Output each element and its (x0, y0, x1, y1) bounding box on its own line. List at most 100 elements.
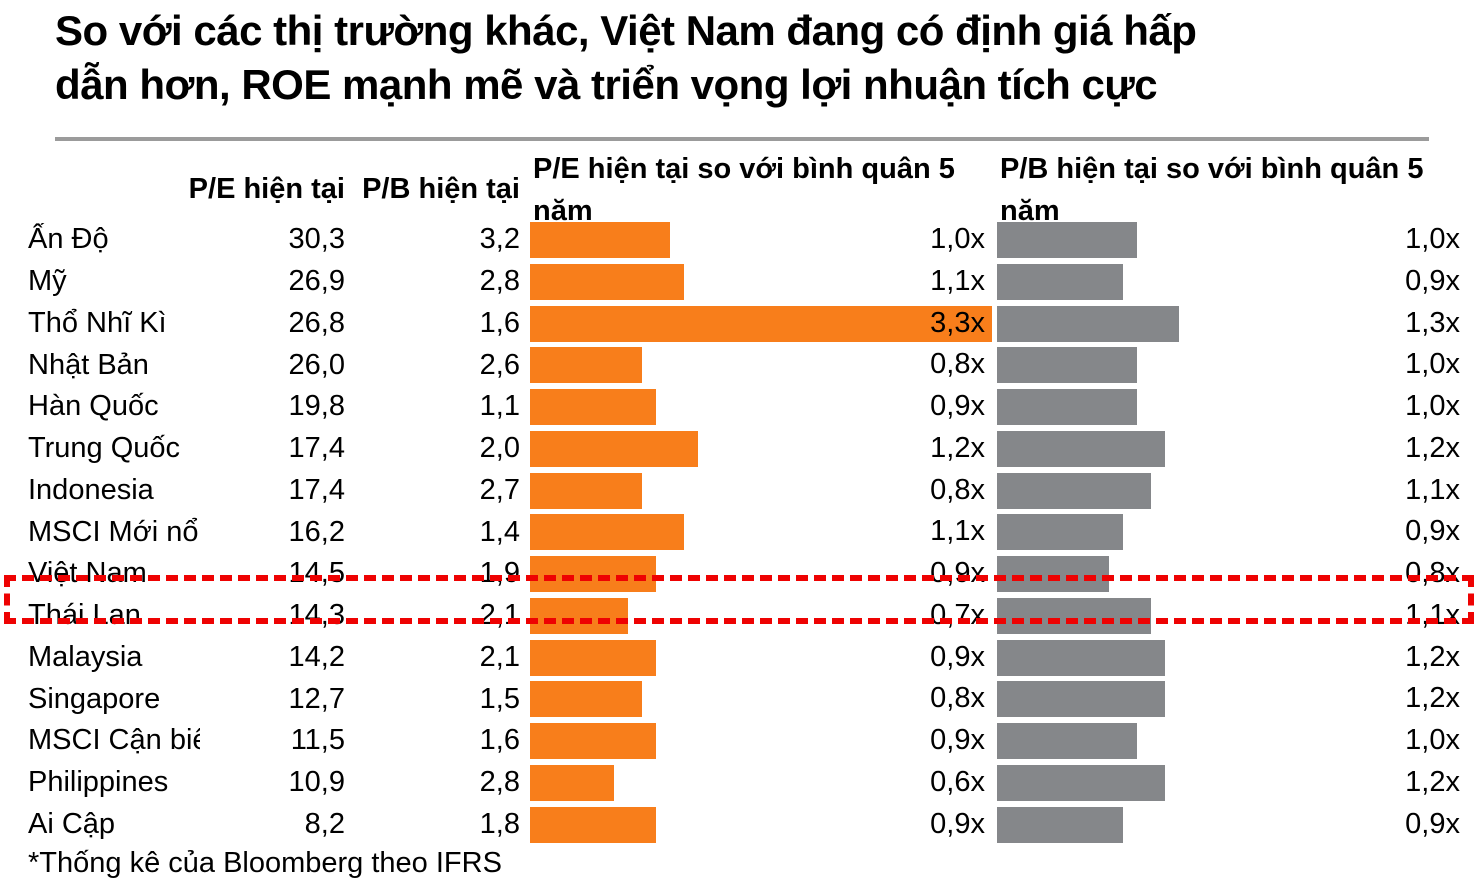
table-row: Thổ Nhĩ Kì 26,8 1,6 3,3x 1,3x (0, 303, 1484, 345)
pb-vs-5y-bar (997, 723, 1137, 759)
pb-vs-5y-value: 0,9x (1405, 515, 1460, 548)
pb-value: 2,7 (479, 473, 520, 506)
column-header-pb: P/B hiện tại (362, 173, 520, 205)
pe-vs-5y-bar-zone: 0,9x (530, 637, 990, 679)
table-row: Hàn Quốc 19,8 1,1 0,9x 1,0x (0, 386, 1484, 428)
market-label: Nhật Bản (28, 348, 149, 381)
pb-vs-5y-bar (997, 681, 1165, 718)
pe-vs-5y-bar (530, 681, 642, 718)
pe-value: 26,9 (288, 265, 345, 298)
pb-vs-5y-bar (997, 639, 1165, 676)
pb-value: 1,1 (479, 390, 520, 423)
pb-vs-5y-value: 0,9x (1405, 807, 1460, 840)
pe-vs-5y-value: 0,9x (930, 390, 985, 422)
pb-value: 1,6 (479, 306, 520, 339)
pe-value: 14,2 (288, 640, 345, 673)
pe-value: 11,5 (290, 724, 345, 757)
pb-vs-5y-bar-zone: 0,9x (990, 804, 1484, 846)
pb-vs-5y-value: 1,0x (1405, 724, 1460, 756)
market-label: Singapore (28, 682, 161, 715)
pe-vs-5y-bar (530, 806, 656, 843)
pb-vs-5y-bar (997, 430, 1165, 467)
pb-vs-5y-bar-zone: 0,9x (990, 261, 1484, 303)
pb-vs-5y-bar-zone: 1,2x (990, 637, 1484, 679)
pe-value: 17,4 (288, 473, 345, 506)
pb-vs-5y-bar (997, 263, 1123, 300)
pe-vs-5y-value: 1,2x (930, 431, 985, 464)
pe-value: 12,7 (288, 682, 345, 715)
pe-vs-5y-bar-zone: 0,9x (530, 720, 990, 762)
pe-vs-5y-bar (530, 597, 628, 634)
pb-vs-5y-value: 1,2x (1405, 682, 1460, 715)
pe-vs-5y-bar-zone: 0,8x (530, 470, 990, 512)
pb-vs-5y-bar-zone: 1,0x (990, 219, 1484, 261)
pe-vs-5y-value: 0,7x (930, 598, 985, 631)
pe-value: 17,4 (288, 432, 345, 465)
pe-vs-5y-bar (530, 556, 656, 592)
market-label: Trung Quốc (28, 432, 181, 465)
pe-vs-5y-value: 1,0x (930, 223, 985, 255)
pb-vs-5y-bar-zone: 1,2x (990, 678, 1484, 720)
pe-value: 30,3 (288, 223, 345, 256)
page-title: So với các thị trường khác, Việt Nam đan… (55, 7, 1197, 108)
pb-vs-5y-bar (997, 305, 1179, 342)
pe-vs-5y-bar (530, 305, 992, 342)
pb-vs-5y-value: 1,0x (1405, 390, 1460, 422)
market-label: Mỹ (28, 265, 67, 298)
pb-value: 3,2 (479, 223, 520, 256)
pe-value: 14,3 (288, 599, 345, 632)
pe-vs-5y-value: 0,9x (930, 640, 985, 673)
pe-vs-5y-value: 0,9x (930, 557, 985, 589)
pe-value: 26,8 (288, 306, 345, 339)
pb-vs-5y-bar-zone: 0,8x (990, 553, 1484, 595)
table-row: Thái Lan 14,3 2,1 0,7x 1,1x (0, 595, 1484, 637)
pb-vs-5y-bar-zone: 1,0x (990, 344, 1484, 386)
pe-vs-5y-bar (530, 263, 684, 300)
pe-vs-5y-value: 0,9x (930, 807, 985, 840)
market-label: Indonesia (28, 473, 154, 506)
pe-vs-5y-bar (530, 639, 656, 676)
pe-value: 26,0 (288, 348, 345, 381)
pe-vs-5y-bar (530, 764, 614, 801)
table-row: Philippines 10,9 2,8 0,6x 1,2x (0, 762, 1484, 804)
market-label: Ai Cập (28, 807, 116, 840)
market-label: Việt Nam (28, 557, 147, 590)
pe-vs-5y-value: 1,1x (930, 515, 985, 548)
pb-vs-5y-value: 1,2x (1405, 431, 1460, 464)
pe-vs-5y-value: 0,9x (930, 724, 985, 756)
table-row: MSCI Mới nổi 16,2 1,4 1,1x 0,9x (0, 511, 1484, 553)
pe-vs-5y-bar-zone: 0,8x (530, 344, 990, 386)
pe-value: 19,8 (288, 390, 345, 423)
pb-value: 1,9 (479, 557, 520, 590)
pe-vs-5y-bar (530, 347, 642, 384)
market-rows: Ấn Độ 30,3 3,2 1,0x 1,0x Mỹ 26,9 2,8 1,1… (0, 219, 1484, 845)
table-row: Singapore 12,7 1,5 0,8x 1,2x (0, 678, 1484, 720)
table-row: Ai Cập 8,2 1,8 0,9x 0,9x (0, 804, 1484, 846)
title-divider (55, 137, 1429, 141)
pb-vs-5y-bar (997, 556, 1109, 592)
pb-vs-5y-value: 1,1x (1405, 473, 1460, 506)
pb-vs-5y-value: 1,0x (1405, 223, 1460, 255)
pb-value: 2,8 (479, 265, 520, 298)
pb-value: 2,8 (479, 766, 520, 799)
pb-vs-5y-bar (997, 806, 1123, 843)
pb-vs-5y-bar-zone: 1,2x (990, 428, 1484, 470)
market-label: Hàn Quốc (28, 390, 159, 423)
pb-vs-5y-bar (997, 514, 1123, 551)
footnote: *Thống kê của Bloomberg theo IFRS (28, 847, 502, 879)
table-row: Việt Nam 14,5 1,9 0,9x 0,8x (0, 553, 1484, 595)
pe-value: 10,9 (288, 766, 345, 799)
pe-vs-5y-value: 0,8x (930, 682, 985, 715)
pb-vs-5y-bar-zone: 1,1x (990, 595, 1484, 637)
pe-vs-5y-bar-zone: 1,1x (530, 261, 990, 303)
pe-value: 16,2 (288, 515, 345, 548)
pe-vs-5y-value: 0,8x (930, 473, 985, 506)
vietnam-thailand-highlight-box (4, 575, 1474, 624)
pb-value: 2,6 (479, 348, 520, 381)
pb-value: 1,4 (479, 515, 520, 548)
pe-value: 14,5 (288, 557, 345, 590)
pb-vs-5y-bar (997, 764, 1165, 801)
pe-vs-5y-bar-zone: 1,1x (530, 511, 990, 553)
pe-vs-5y-value: 0,6x (930, 765, 985, 798)
